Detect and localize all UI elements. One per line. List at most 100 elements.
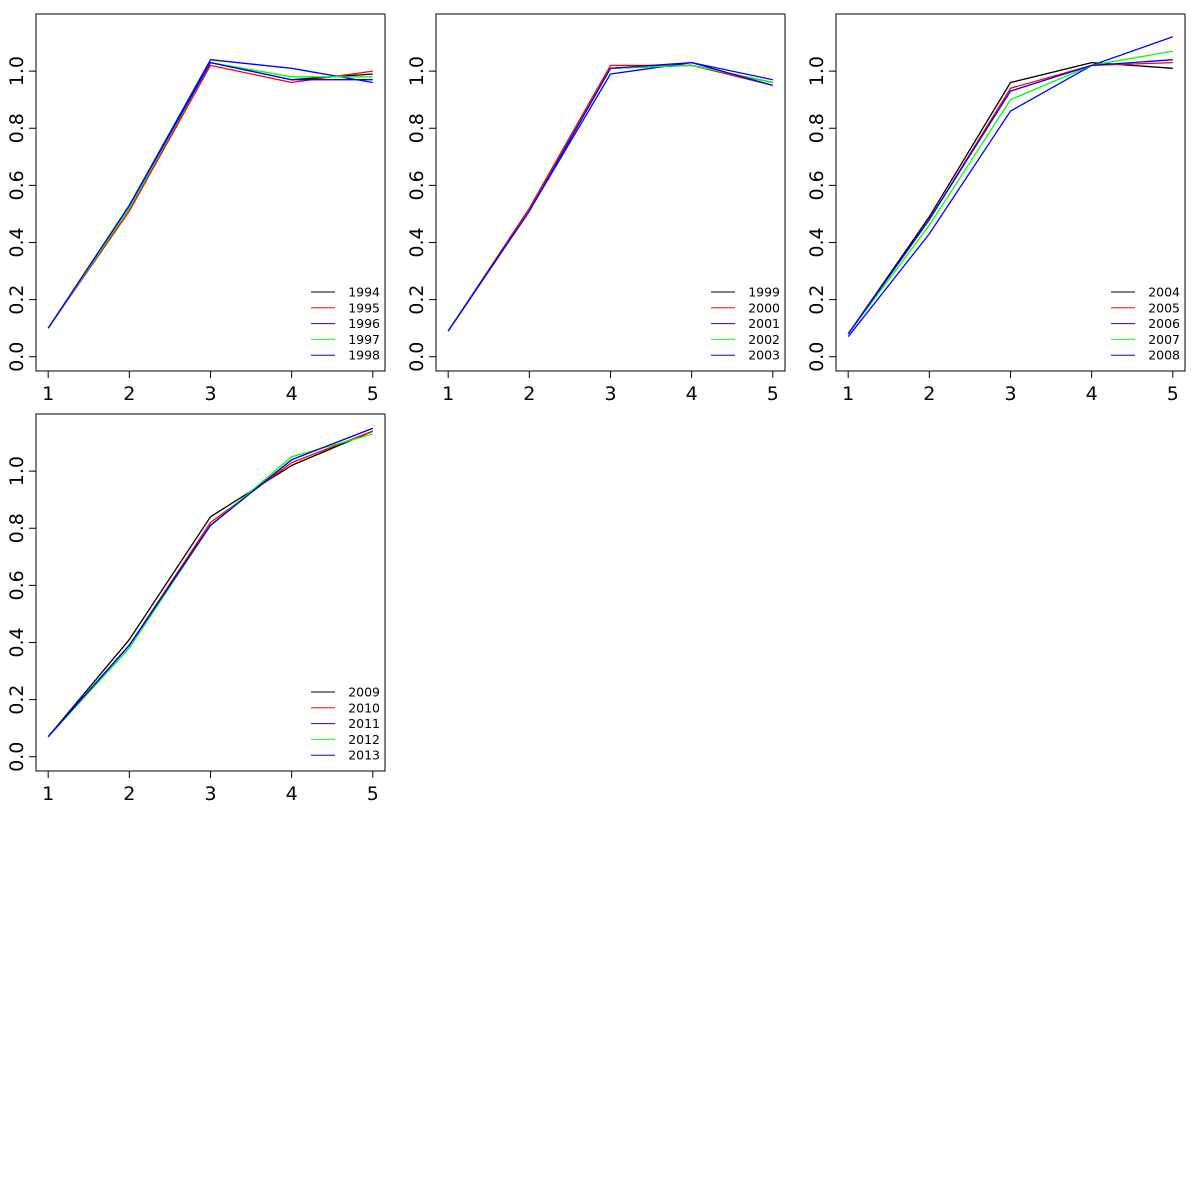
x-axis: 1 2 3 4 5 — [442, 370, 779, 405]
legend-item: 2002 — [711, 332, 780, 347]
x-tick-label: 2 — [523, 383, 535, 405]
y-tick-label: 0.2 — [406, 284, 428, 314]
series-line-1996 — [47, 59, 373, 329]
x-tick-label: 4 — [1086, 383, 1098, 405]
x-tick-label: 2 — [123, 783, 135, 805]
y-tick-label: 0.0 — [6, 742, 28, 772]
x-tick-label: 5 — [367, 783, 379, 805]
legend-item: 2009 — [311, 685, 380, 700]
series-line-1998 — [47, 61, 373, 329]
x-tick-label: 4 — [286, 783, 298, 805]
plot-frame — [835, 13, 1186, 372]
y-tick-label: 1.0 — [806, 56, 828, 86]
series-line-2002 — [447, 64, 773, 332]
legend-label: 2000 — [748, 300, 780, 315]
series-group — [447, 61, 773, 332]
y-tick-label: 0.6 — [806, 170, 828, 200]
y-tick-label: 0.4 — [406, 227, 428, 257]
y-tick-label: 0.2 — [6, 284, 28, 314]
y-tick-label: 1.0 — [406, 56, 428, 86]
legend-label: 1999 — [748, 285, 780, 300]
x-tick-label: 3 — [204, 383, 216, 405]
y-tick-label: 0.0 — [6, 342, 28, 372]
series-line-2013 — [47, 427, 374, 738]
series-group — [847, 36, 1174, 338]
legend-label: 2003 — [748, 348, 780, 363]
legend-item: 1994 — [311, 285, 380, 300]
legend-label: 2010 — [348, 700, 380, 715]
y-tick-label: 0.8 — [806, 113, 828, 143]
x-tick-label: 2 — [123, 383, 135, 405]
y-axis: 0.0 0.2 0.4 0.6 0.8 1.0 — [406, 56, 437, 372]
legend-item: 1995 — [311, 300, 380, 315]
series-line-1997 — [47, 61, 373, 329]
legend-label: 2006 — [1148, 316, 1180, 331]
legend-label: 1995 — [348, 300, 380, 315]
legend-item: 2003 — [711, 348, 780, 363]
legend-label: 1997 — [348, 332, 380, 347]
y-tick-label: 0.0 — [806, 342, 828, 372]
legend-label: 2007 — [1148, 332, 1180, 347]
series-line-2003 — [447, 61, 773, 332]
y-tick-label: 0.4 — [806, 227, 828, 257]
legend-item: 2013 — [311, 748, 380, 763]
chart-panel-2: 1 2 3 4 5 0.0 0.2 0.4 0.6 0.8 1.0 19992000200120022… — [406, 13, 786, 405]
x-tick-label: 1 — [842, 383, 854, 405]
series-line-2007 — [847, 50, 1173, 335]
legend-item: 1996 — [311, 316, 380, 331]
y-tick-label: 0.8 — [6, 513, 28, 543]
y-tick-label: 0.8 — [406, 113, 428, 143]
series-line-2005 — [847, 61, 1173, 335]
y-tick-label: 0.6 — [6, 170, 28, 200]
chart-panel-4: 1 2 3 4 5 0.0 0.2 0.4 0.6 0.8 1.0 20092010201120122… — [6, 413, 386, 805]
legend-label: 2012 — [348, 732, 380, 747]
y-tick-label: 0.6 — [406, 170, 428, 200]
series-group — [47, 59, 373, 329]
x-tick-label: 5 — [767, 383, 779, 405]
series-line-2000 — [447, 64, 773, 332]
x-tick-label: 4 — [286, 383, 298, 405]
chart-panel-3: 1 2 3 4 5 0.0 0.2 0.4 0.6 0.8 1.0 20042005200620072… — [806, 13, 1186, 405]
x-tick-label: 1 — [42, 783, 54, 805]
legend-item: 2000 — [711, 300, 780, 315]
legend-item: 2005 — [1111, 300, 1180, 315]
y-tick-label: 0.2 — [6, 684, 28, 714]
x-tick-label: 5 — [1167, 383, 1179, 405]
x-tick-label: 4 — [686, 383, 698, 405]
series-line-2012 — [47, 433, 373, 738]
legend-item: 2008 — [1111, 348, 1180, 363]
y-tick-label: 0.4 — [6, 627, 28, 657]
legend-label: 2001 — [748, 316, 780, 331]
series-line-1994 — [47, 61, 373, 329]
legend-item: 2012 — [311, 732, 380, 747]
series-line-2004 — [847, 61, 1173, 335]
x-tick-label: 3 — [604, 383, 616, 405]
y-axis: 0.0 0.2 0.4 0.6 0.8 1.0 — [6, 456, 37, 772]
legend-label: 2004 — [1148, 285, 1180, 300]
plot-frame — [435, 13, 786, 372]
x-axis: 1 2 3 4 5 — [42, 370, 379, 405]
legend-item: 2011 — [311, 716, 380, 731]
series-line-1995 — [47, 64, 373, 329]
x-tick-label: 2 — [923, 383, 935, 405]
legend-label: 1996 — [348, 316, 380, 331]
y-tick-label: 0.0 — [406, 342, 428, 372]
legend-label: 2011 — [348, 716, 380, 731]
y-tick-label: 1.0 — [6, 456, 28, 486]
y-axis: 0.0 0.2 0.4 0.6 0.8 1.0 — [6, 56, 37, 372]
chart-panel-1: 1 2 3 4 50.00.20.40.60.81.019941995199619971… — [6, 13, 386, 405]
y-tick-label: 0.8 — [6, 113, 28, 143]
x-tick-label: 5 — [367, 383, 379, 405]
legend-label: 2009 — [348, 685, 380, 700]
series-line-2001 — [447, 61, 773, 332]
legend-label: 2002 — [748, 332, 780, 347]
series-line-2009 — [47, 430, 374, 738]
y-tick-label: 0.2 — [806, 284, 828, 314]
legend-label: 2008 — [1148, 348, 1180, 363]
legend-item: 2004 — [1111, 285, 1180, 300]
legend-item: 2007 — [1111, 332, 1180, 347]
